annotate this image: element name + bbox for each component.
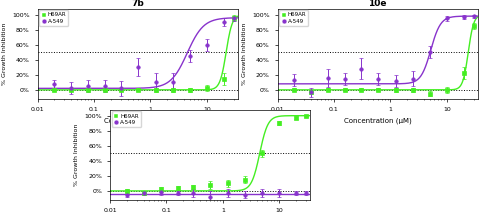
Y-axis label: % Growth Inhibition: % Growth Inhibition [2,23,6,85]
X-axis label: Concentration (μM): Concentration (μM) [344,117,411,124]
Legend: H69AR, A-549: H69AR, A-549 [39,10,68,26]
Legend: H69AR, A-549: H69AR, A-549 [112,111,141,127]
Legend: H69AR, A-549: H69AR, A-549 [279,10,308,26]
Title: 10e: 10e [368,0,387,8]
X-axis label: Concentration (μM): Concentration (μM) [104,117,172,124]
Title: 7b: 7b [131,0,144,8]
Y-axis label: % Growth Inhibition: % Growth Inhibition [74,124,79,186]
Y-axis label: % Growth Inhibition: % Growth Inhibition [242,23,246,85]
